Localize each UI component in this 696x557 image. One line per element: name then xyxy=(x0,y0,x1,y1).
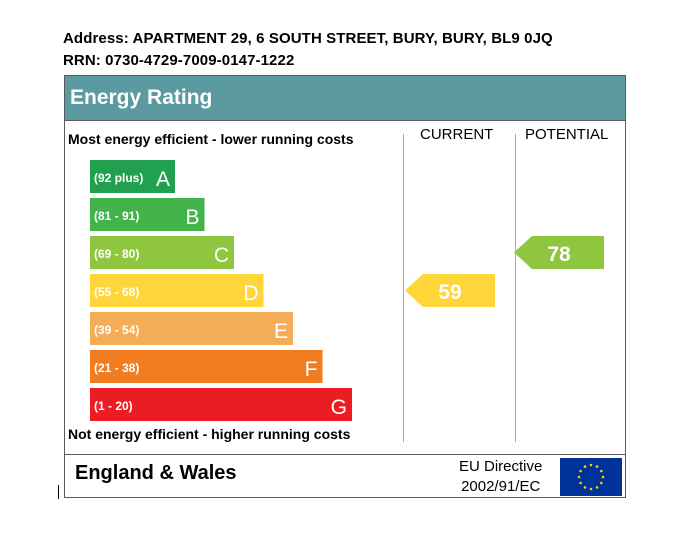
potential-rating-value: 78 xyxy=(547,243,571,266)
eu-star-icon xyxy=(600,481,603,485)
band-a xyxy=(90,160,175,193)
current-column-header: CURRENT xyxy=(420,126,494,143)
eu-star-icon xyxy=(600,469,603,473)
footer-divider xyxy=(65,454,625,455)
eu-star-icon xyxy=(583,465,587,468)
potential-rating-arrow xyxy=(514,236,604,269)
eu-star-icon xyxy=(577,475,581,479)
eu-star-icon xyxy=(595,486,599,489)
column-divider xyxy=(403,134,404,442)
chart-title: Energy Rating xyxy=(70,86,213,109)
band-range-label: (55 - 68) xyxy=(94,285,139,299)
band-range-label: (39 - 54) xyxy=(94,323,139,337)
current-rating-value: 59 xyxy=(438,281,461,304)
eu-star-icon xyxy=(589,487,593,491)
band-range-label: (1 - 20) xyxy=(94,399,133,413)
band-f xyxy=(90,350,323,383)
band-letter-label: F xyxy=(305,358,318,381)
band-letter-label: G xyxy=(331,396,347,419)
address-text: Address: APARTMENT 29, 6 SOUTH STREET, B… xyxy=(63,30,553,47)
eu-star-icon xyxy=(589,463,593,467)
eu-star-icon xyxy=(579,481,582,485)
band-range-label: (81 - 91) xyxy=(94,209,139,223)
band-letter-label: E xyxy=(274,320,288,343)
eu-directive-text: EU Directive 2002/91/EC xyxy=(459,457,542,497)
band-letter-label: D xyxy=(243,282,258,305)
rrn-text: RRN: 0730-4729-7009-0147-1222 xyxy=(63,52,295,69)
potential-column-header: POTENTIAL xyxy=(525,126,609,143)
band-letter-label: A xyxy=(156,168,170,191)
eu-directive-line2: 2002/91/EC xyxy=(461,478,541,495)
band-e xyxy=(90,312,293,345)
eu-directive-line1: EU Directive xyxy=(459,458,543,475)
country-label: England & Wales xyxy=(75,462,237,484)
band-range-label: (92 plus) xyxy=(94,171,143,185)
eu-star-icon xyxy=(579,469,582,473)
eu-star-icon xyxy=(583,486,587,489)
band-c xyxy=(90,236,234,269)
band-d xyxy=(90,274,264,307)
band-range-label: (69 - 80) xyxy=(94,247,139,261)
eu-star-icon xyxy=(595,465,599,468)
text-cursor xyxy=(58,485,59,499)
title-bar: Energy Rating xyxy=(65,76,625,121)
band-g xyxy=(90,388,352,421)
band-letter-label: C xyxy=(214,244,229,267)
bottom-note: Not energy efficient - higher running co… xyxy=(68,426,351,442)
energy-rating-panel: Energy Rating Most energy efficient - lo… xyxy=(64,75,626,498)
eu-star-icon xyxy=(601,475,605,479)
top-note: Most energy efficient - lower running co… xyxy=(68,131,354,147)
band-b xyxy=(90,198,205,231)
band-letter-label: B xyxy=(185,206,199,229)
eu-flag-icon xyxy=(560,458,622,496)
band-range-label: (21 - 38) xyxy=(94,361,139,375)
current-rating-arrow xyxy=(405,274,495,307)
column-divider xyxy=(515,134,516,442)
